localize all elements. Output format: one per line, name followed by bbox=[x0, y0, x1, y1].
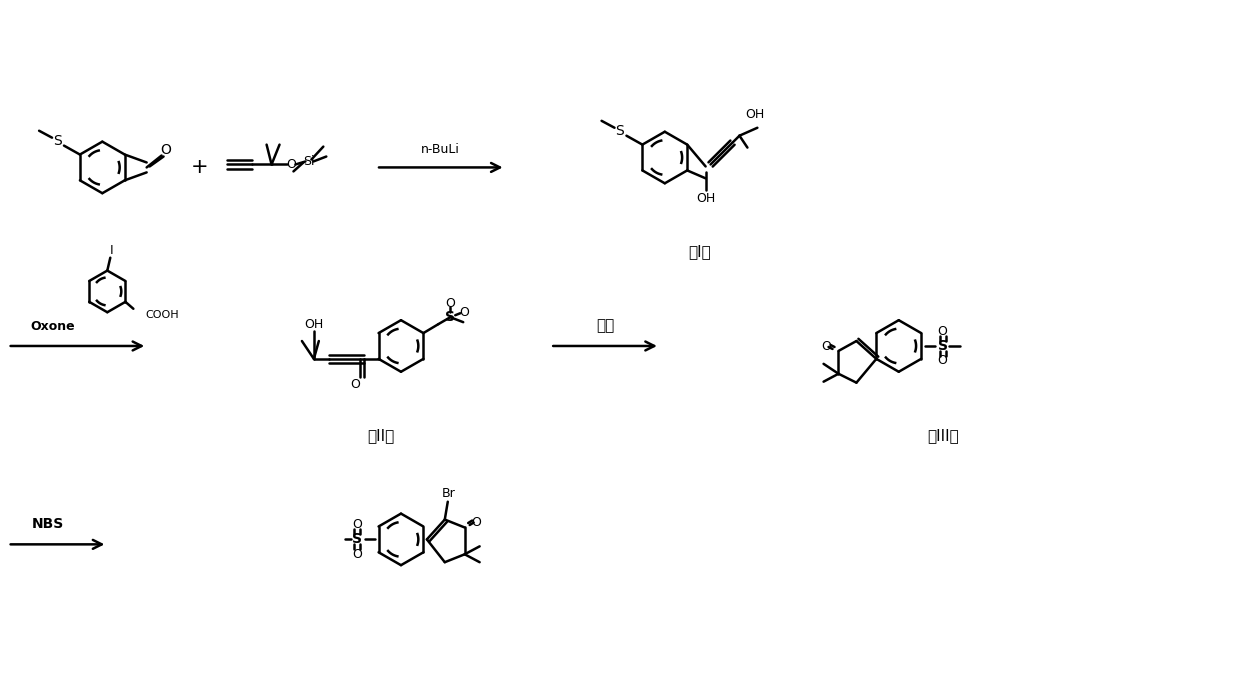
Text: （I）: （I） bbox=[688, 244, 711, 259]
Text: +: + bbox=[191, 157, 208, 178]
Text: O: O bbox=[352, 518, 362, 531]
Text: S: S bbox=[352, 532, 362, 546]
Text: O: O bbox=[459, 306, 469, 319]
Text: n-BuLi: n-BuLi bbox=[422, 143, 460, 156]
Text: Si: Si bbox=[303, 155, 314, 168]
Text: S: S bbox=[615, 123, 624, 138]
Text: OH: OH bbox=[304, 318, 324, 331]
Text: S: S bbox=[52, 134, 62, 147]
Text: I: I bbox=[109, 244, 113, 257]
Text: O: O bbox=[160, 143, 171, 156]
Text: Br: Br bbox=[441, 487, 455, 500]
Text: （II）: （II） bbox=[367, 428, 394, 442]
Text: O: O bbox=[937, 355, 947, 368]
Text: O: O bbox=[351, 378, 361, 391]
Text: NBS: NBS bbox=[31, 517, 63, 532]
Text: （III）: （III） bbox=[928, 428, 960, 442]
Text: O: O bbox=[445, 297, 455, 310]
Text: Oxone: Oxone bbox=[30, 320, 74, 333]
Text: 硫酸: 硫酸 bbox=[596, 318, 614, 333]
Text: OH: OH bbox=[696, 191, 715, 204]
Text: OH: OH bbox=[745, 108, 764, 121]
Text: O: O bbox=[352, 548, 362, 560]
Text: COOH: COOH bbox=[145, 310, 179, 320]
Text: S: S bbox=[937, 339, 947, 353]
Text: O: O bbox=[937, 324, 947, 338]
Text: S: S bbox=[445, 310, 455, 324]
Text: O: O bbox=[822, 340, 832, 353]
Text: O: O bbox=[471, 516, 481, 529]
Text: O: O bbox=[286, 158, 296, 171]
